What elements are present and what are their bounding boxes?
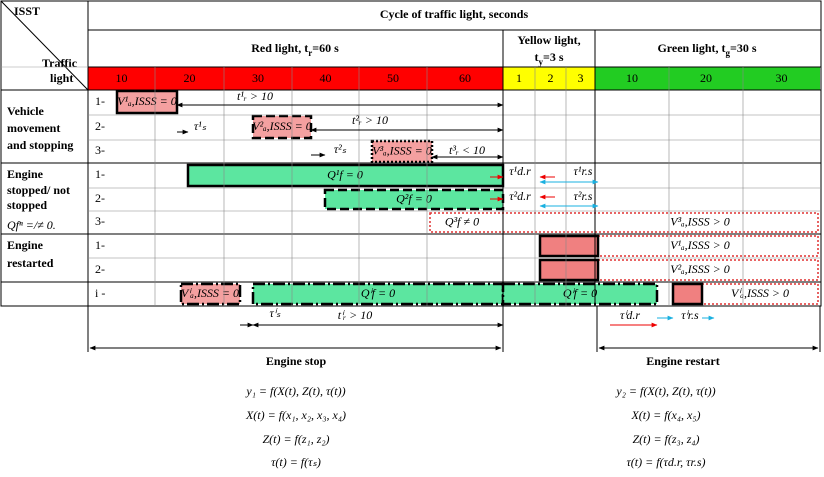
box-label: Qⁱf = 0 [361,286,395,300]
group-label: movement [7,121,60,135]
box-label: Qⁱf = 0 [563,286,597,300]
group-label: stopped/ not [7,183,70,197]
annotation: τ²r.s [574,189,593,203]
second-label: 20 [700,71,712,85]
second-label: 10 [626,71,638,85]
annotation: t²ᵣ > 10 [352,113,388,127]
annotation: τ¹r.s [574,164,593,178]
box-label: Vⁱₐ,ISSS > 0 [731,286,789,300]
second-label: 50 [387,71,399,85]
box-label: Vⁱₐ,ISSS = 0 [181,286,239,300]
yellow-band [503,67,595,90]
row-label: 3- [95,214,105,228]
equation: y₁ = f(X(t), Z(t), τ(t)) [245,384,345,398]
green-light: Green light, tg=30 s [657,41,756,58]
equation: Z(t) = f(z₃, z₄) [632,432,699,446]
group-label: Engine [7,238,44,252]
equation: τ(t) = f(τd.r, τr.s) [627,455,706,469]
group-label: Engine [7,167,44,181]
row-label: i - [95,286,105,300]
border [0,0,822,307]
row-label: 1- [95,238,105,252]
restart-box [671,282,704,306]
isst: ISST [14,4,40,18]
state-box [429,212,819,233]
row-label: 1- [95,167,105,181]
second-label: 1 [516,71,522,85]
yellow-duration: ty=3 s [534,50,563,67]
red-light: Red light, tr=60 s [251,41,339,58]
equation: X(t) = f(x₄, x₅) [630,408,700,422]
box-label: V²ₐ,ISSS > 0 [670,262,730,276]
row-label: 1- [95,94,105,108]
equation: y₂ = f(X(t), Z(t), τ(t)) [615,384,715,398]
second-label: 3 [578,71,584,85]
state-box [501,282,659,306]
row-label: 2- [95,262,105,276]
second-label: 20 [184,71,196,85]
state-box [179,282,242,306]
box-label: V²ₐ,ISSS = 0 [252,119,312,133]
annotation: t¹ᵣ > 10 [237,89,273,103]
annotation: τ²ₛ [334,142,347,156]
row-label: 3- [95,143,105,157]
box-label: V¹ₐ,ISSS = 0 [117,94,177,108]
second-label: 60 [459,71,471,85]
annotation: τ¹ₛ [194,119,207,133]
cycle-title: Cycle of traffic light, seconds [380,7,529,21]
row-label: 2- [95,119,105,133]
second-label: 30 [776,71,788,85]
annotation: τⁱr.s [681,308,699,322]
group-label: Qfⁿ =/≠ 0. [7,218,56,232]
restart-box [538,234,600,258]
second-label: 2 [548,71,554,85]
box-label: Q³f ≠ 0 [445,214,479,228]
group-label: stopped [7,198,47,212]
box-label: V³ₐ,ISSS = 0 [372,143,432,157]
group-label: and stopping [7,138,73,152]
yellow-light: Yellow light, [517,33,580,47]
restart-box [538,258,600,282]
equation: τ(t) = f(τₛ) [271,455,321,469]
row-label: 2- [95,191,105,205]
box-label: Q²f = 0 [396,191,432,205]
equation: Z(t) = f(z₁, z₂) [262,432,329,446]
annotation: τ¹d.r [509,164,531,178]
state-box [115,89,179,115]
second-label: 10 [116,71,128,85]
engine-stop: Engine stop [266,354,327,368]
second-label: 40 [320,71,332,85]
box-label: Q¹f = 0 [327,167,363,181]
annotation: tⁱᵣ > 10 [338,308,373,322]
state-box [370,139,434,164]
grid-line [0,0,89,91]
annotation: τ²d.r [509,189,531,203]
group-label: Vehicle [7,104,45,118]
equation: X(t) = f(x₁, x₂, x₃, x₄) [245,408,346,422]
second-label: 30 [252,71,264,85]
red-band [88,67,503,90]
annotation: t³ᵣ < 10 [449,143,485,157]
engine-restart: Engine restart [646,354,719,368]
light: light [50,71,73,85]
green-band [595,67,820,90]
box-label: V¹ₐ,ISSS > 0 [670,238,730,252]
annotation: τⁱₛ [270,306,281,320]
traffic: Traffic [42,56,78,70]
box-label: V³ₐ,ISSS > 0 [670,214,730,228]
group-label: restarted [7,256,54,270]
annotation: τⁱd.r [620,308,640,322]
state-box [251,114,313,140]
